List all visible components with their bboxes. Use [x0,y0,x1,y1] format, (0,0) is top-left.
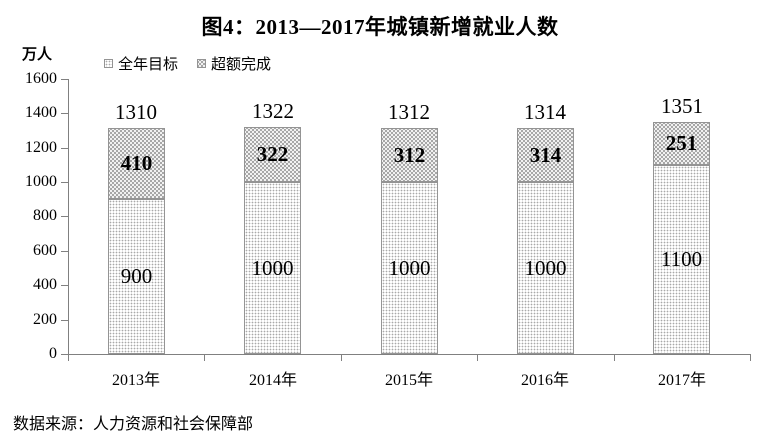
bar-segment-annual-target: 1100 [653,165,710,354]
bar-total-label: 1351 [661,94,703,118]
bar-segment-excess-completed: 251 [653,122,710,165]
legend-label-annual-target: 全年目标 [118,56,179,73]
y-tick-label: 600 [33,242,57,259]
bar-segment-excess-completed: 410 [108,128,165,199]
x-axis-category-label: 2017年 [657,372,706,389]
y-tick-label: 400 [33,276,57,293]
y-tick [61,320,68,321]
y-tick [61,113,68,114]
legend-item-excess-completed: 超额完成 [197,53,271,74]
y-tick [61,216,68,217]
y-tick-label: 1400 [25,104,57,121]
x-axis-category-label: 2013年 [111,372,160,389]
target-value-label: 1100 [660,247,703,271]
y-tick-label: 1000 [25,173,57,190]
y-tick-label: 0 [49,345,57,362]
x-axis-category-label: 2014年 [248,372,297,389]
excess-completed-swatch-icon [197,59,207,68]
bar-segment-excess-completed: 322 [244,127,301,182]
y-axis-unit-label: 万人 [22,46,53,63]
legend: 全年目标 超额完成 [104,53,271,74]
x-tick [477,354,478,361]
bar-total-label: 1322 [252,99,294,123]
y-tick-label: 800 [33,207,57,224]
excess-value-label: 322 [256,142,289,166]
bar-segment-annual-target: 1000 [517,182,574,354]
x-tick [750,354,751,361]
legend-item-annual-target: 全年目标 [104,53,178,74]
target-value-label: 1000 [388,255,431,280]
excess-value-label: 251 [665,131,698,155]
legend-label-excess-completed: 超额完成 [211,56,272,73]
bar-segment-annual-target: 1000 [381,182,438,354]
excess-value-label: 314 [529,142,562,167]
annual-target-swatch-icon [104,59,113,68]
y-tick [61,148,68,149]
bar-total-label: 1310 [115,100,157,124]
y-axis-line [68,79,69,355]
bar-segment-excess-completed: 314 [517,128,574,182]
y-tick-label: 200 [33,311,57,328]
y-tick [61,182,68,183]
bar-total-label: 1314 [524,100,566,124]
excess-value-label: 312 [393,142,426,167]
bar-total-label: 1312 [388,100,430,124]
y-tick-label: 1200 [25,139,57,156]
chart-title: 图4：2013—2017年城镇新增就业人数 [201,15,559,39]
x-axis-category-label: 2016年 [520,372,569,389]
x-axis-line [68,354,751,355]
y-tick-label: 1600 [25,70,57,87]
target-value-label: 1000 [251,255,294,280]
target-value-label: 900 [120,264,153,288]
target-value-label: 1000 [524,255,567,280]
y-tick [61,354,68,355]
x-tick [614,354,615,361]
x-tick [204,354,205,361]
y-tick [61,285,68,286]
x-tick [341,354,342,361]
x-axis-category-label: 2015年 [384,372,433,389]
excess-value-label: 410 [120,151,153,175]
bar-segment-annual-target: 1000 [244,182,301,354]
x-tick [68,354,69,361]
bar-segment-excess-completed: 312 [381,128,438,182]
y-tick [61,79,68,80]
y-tick [61,251,68,252]
source-note: 数据来源：人力资源和社会保障部 [13,416,254,433]
bar-segment-annual-target: 900 [108,199,165,354]
